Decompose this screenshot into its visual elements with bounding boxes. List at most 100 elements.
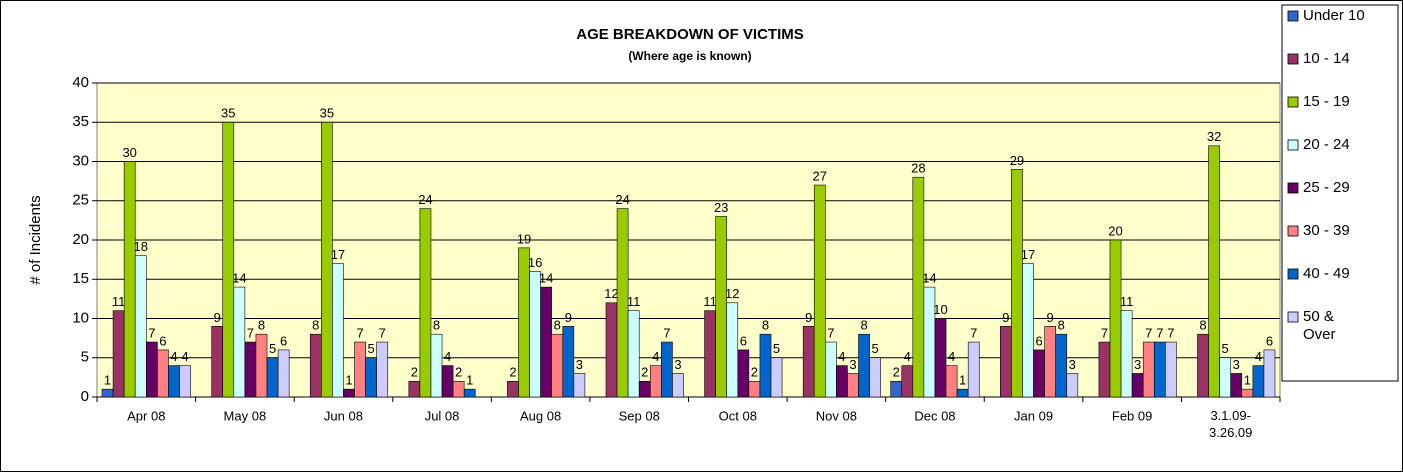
chart-subtitle: (Where age is known): [628, 49, 751, 63]
value-label: 1: [104, 373, 111, 388]
value-label: 6: [159, 333, 166, 348]
value-label: 8: [762, 318, 769, 333]
bar: [134, 255, 147, 398]
value-label: 8: [860, 318, 867, 333]
value-label: 7: [1101, 325, 1108, 340]
y-tick-label: 20: [72, 231, 89, 248]
value-label: 5: [872, 341, 879, 356]
value-label: 3: [1134, 357, 1141, 372]
value-label: 7: [148, 325, 155, 340]
value-label: 28: [911, 161, 925, 176]
value-label: 35: [221, 106, 235, 121]
value-label: 9: [565, 310, 572, 325]
bar: [1219, 357, 1232, 398]
value-label: 8: [1058, 318, 1065, 333]
bar: [605, 302, 618, 398]
bar: [1263, 349, 1276, 398]
bar: [1033, 349, 1045, 398]
value-label: 27: [813, 168, 827, 183]
bar: [638, 380, 651, 398]
bar: [354, 341, 366, 398]
value-label: 5: [1222, 341, 1229, 356]
bar: [1044, 326, 1056, 398]
bar: [101, 388, 114, 398]
x-tick-label: Jul 08: [425, 408, 460, 423]
bar: [452, 380, 465, 398]
value-label: 4: [444, 349, 451, 364]
legend-swatch: [1287, 268, 1299, 280]
legend-label: 25 - 29: [1303, 179, 1350, 196]
value-label: 12: [725, 286, 739, 301]
value-label: 3: [674, 357, 681, 372]
y-tick-label: 35: [72, 113, 89, 130]
bar: [1241, 388, 1254, 398]
value-label: 18: [134, 239, 148, 254]
value-label: 30: [122, 145, 136, 160]
value-label: 1: [345, 373, 352, 388]
bar: [573, 373, 586, 398]
value-label: 4: [838, 349, 845, 364]
legend-label: 50 & Over: [1303, 308, 1336, 343]
y-tick-label: 25: [72, 192, 89, 209]
bar: [1252, 365, 1265, 398]
bar: [507, 380, 519, 398]
value-label: 17: [1021, 247, 1035, 262]
legend-swatch: [1287, 139, 1299, 151]
value-label: 2: [893, 365, 900, 380]
value-label: 2: [751, 365, 758, 380]
value-label: 2: [455, 365, 462, 380]
bar: [802, 326, 815, 398]
x-tick-label: Apr 08: [127, 408, 165, 423]
legend-swatch: [1287, 182, 1299, 194]
x-tick-label: 3.1.09-3.26.09: [1209, 408, 1252, 440]
bar: [168, 365, 180, 398]
value-label: 14: [232, 271, 246, 286]
value-label: 1: [1244, 373, 1251, 388]
value-label: 9: [1002, 310, 1009, 325]
value-label: 14: [539, 271, 553, 286]
bar: [956, 388, 969, 398]
value-label: 8: [554, 318, 561, 333]
chart-title: AGE BREAKDOWN OF VICTIMS: [576, 26, 804, 43]
bar: [1000, 326, 1012, 398]
bar: [376, 341, 389, 398]
y-tick-label: 10: [72, 309, 89, 326]
bar: [309, 333, 322, 398]
value-label: 4: [948, 349, 955, 364]
bar: [934, 318, 947, 398]
bar: [1109, 239, 1122, 398]
bar: [365, 357, 377, 398]
bar: [1066, 373, 1079, 398]
value-label: 7: [827, 325, 834, 340]
y-tick-label: 30: [72, 152, 89, 169]
bar: [408, 380, 421, 398]
value-label: 35: [320, 106, 334, 121]
x-tick-label: Aug 08: [520, 408, 561, 423]
y-tick-label: 0: [81, 388, 89, 405]
value-label: 7: [663, 325, 670, 340]
bar: [1165, 341, 1177, 398]
legend-label: 10 - 14: [1303, 50, 1350, 67]
bar: [233, 286, 246, 398]
value-label: 4: [170, 349, 177, 364]
bar: [858, 333, 870, 398]
value-label: 7: [1167, 325, 1174, 340]
value-label: 1: [466, 373, 473, 388]
bar: [540, 286, 552, 398]
x-tick-label: Feb 09: [1112, 408, 1152, 423]
bar: [518, 247, 530, 398]
bar: [1197, 333, 1209, 398]
value-label: 10: [933, 302, 947, 317]
value-label: 4: [1255, 349, 1262, 364]
value-label: 3: [1233, 357, 1240, 372]
bar: [836, 365, 848, 398]
bar: [661, 341, 673, 398]
value-label: 8: [1199, 318, 1206, 333]
bar: [441, 365, 454, 398]
value-label: 3: [576, 357, 583, 372]
value-label: 9: [214, 310, 221, 325]
value-label: 7: [1156, 325, 1163, 340]
value-label: 16: [528, 255, 542, 270]
bar: [770, 357, 783, 398]
bar: [343, 388, 355, 398]
